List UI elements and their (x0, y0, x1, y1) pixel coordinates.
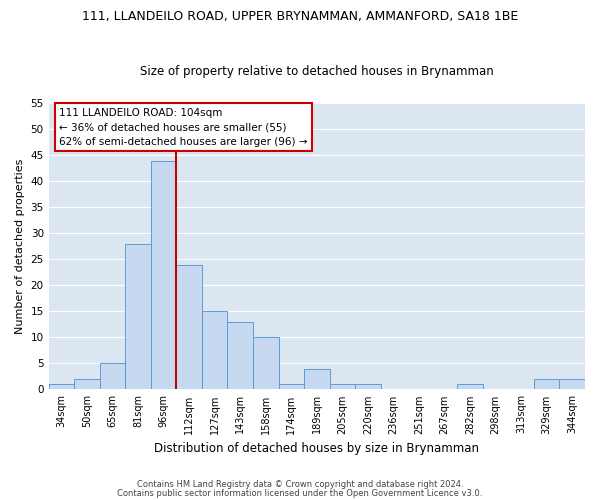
Bar (74, 379, 100, 390)
Text: 111, LLANDEILO ROAD, UPPER BRYNAMMAN, AMMANFORD, SA18 1BE: 111, LLANDEILO ROAD, UPPER BRYNAMMAN, AM… (82, 10, 518, 23)
Bar (151, 160, 176, 390)
Bar (176, 264, 202, 390)
Bar (253, 338, 278, 390)
Bar (49, 384, 74, 390)
Bar (457, 384, 483, 390)
Bar (100, 364, 125, 390)
Title: Size of property relative to detached houses in Brynamman: Size of property relative to detached ho… (140, 66, 494, 78)
Bar (534, 379, 559, 390)
Bar (559, 379, 585, 390)
Bar (125, 244, 151, 390)
Y-axis label: Number of detached properties: Number of detached properties (15, 158, 25, 334)
Bar (329, 384, 355, 390)
Bar (304, 368, 329, 390)
Bar (278, 384, 304, 390)
Text: Contains public sector information licensed under the Open Government Licence v3: Contains public sector information licen… (118, 490, 482, 498)
Bar (202, 312, 227, 390)
Text: 111 LLANDEILO ROAD: 104sqm
← 36% of detached houses are smaller (55)
62% of semi: 111 LLANDEILO ROAD: 104sqm ← 36% of deta… (59, 108, 308, 147)
Bar (227, 322, 253, 390)
Text: Contains HM Land Registry data © Crown copyright and database right 2024.: Contains HM Land Registry data © Crown c… (137, 480, 463, 489)
X-axis label: Distribution of detached houses by size in Brynamman: Distribution of detached houses by size … (154, 442, 479, 455)
Bar (355, 384, 380, 390)
